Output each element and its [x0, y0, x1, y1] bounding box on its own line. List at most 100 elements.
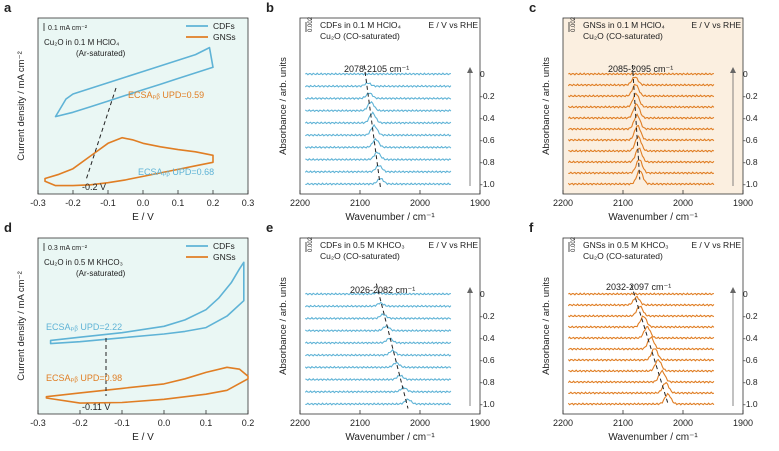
wavenumber-range-label: 2032-2097 cm⁻¹: [606, 282, 671, 292]
ir-spectrum-trace: [567, 170, 715, 186]
potential-label: -0.6: [743, 135, 758, 145]
panel-label: a: [4, 0, 12, 15]
potential-label: -0.2: [743, 311, 758, 321]
header-line-1: CDFs in 0.5 M KHCO₃: [320, 240, 405, 250]
legend-label-gnss: GNSs: [213, 252, 236, 262]
ir-spectrum-trace: [305, 374, 452, 382]
potential-label: -0.8: [743, 377, 758, 387]
x-tick-label: 2100: [613, 198, 633, 208]
scale-bar-label: 0.002: [571, 16, 577, 32]
ir-spectrum-trace: [567, 103, 715, 120]
panel-d: d -0.3 -0.2 -0.1 0.0 0.1 0.2 E / V Current densi…: [4, 220, 254, 443]
potential-label: -1.0: [743, 179, 758, 189]
ir-spectrum-trace: [567, 305, 715, 318]
plot-frame: [299, 237, 481, 415]
info-line-1: Cu₂O in 0.1 M HClO₄: [44, 38, 119, 47]
ir-spectrum-trace: [568, 358, 715, 373]
wavenumber-range-label: 2085-2095 cm⁻¹: [608, 64, 673, 74]
scale-bar-label: 0.3 mA cm⁻²: [48, 245, 88, 252]
info-line-2: (Ar-saturated): [76, 269, 126, 278]
ecsa-gns-label: ECSAₚᵦ UPD=0.98: [46, 373, 122, 383]
header-line-1: GNSs in 0.5 M KHCO₃: [583, 240, 669, 250]
cv-curve-cdfs: [49, 261, 245, 345]
scale-bar-label: 0.1 mA cm⁻²: [48, 25, 88, 32]
plot-background: [38, 18, 248, 194]
ir-spectrum-trace: [568, 381, 715, 395]
cv-curve-gnss: [44, 136, 214, 187]
x-tick-label: 2100: [350, 198, 370, 208]
info-line-2: (Ar-saturated): [76, 49, 126, 58]
x-tick-label: -0.1: [100, 198, 116, 208]
potential-label: -0.2: [480, 311, 495, 321]
y-axis-label: Current density / mA cm⁻²: [16, 271, 27, 381]
potential-label: 0: [480, 69, 485, 79]
x-tick-label: 0.2: [207, 198, 220, 208]
x-tick-label: 2100: [350, 418, 370, 428]
potential-label: -1.0: [480, 179, 495, 189]
x-tick-label: 1900: [733, 418, 753, 428]
panel-f: f 2200 2100 2000 1900 Wavenumber / cm⁻¹ Absorb…: [529, 220, 758, 443]
peak-shift-guide: [375, 283, 409, 409]
potential-label: -1.0: [743, 399, 758, 409]
potential-label: -0.6: [480, 355, 495, 365]
peak-guide-line: [85, 87, 117, 181]
peak-shift-guide: [630, 284, 669, 404]
legend-label-gnss: GNSs: [213, 32, 236, 42]
header-line-2: Cu₂O (CO-saturated): [583, 31, 663, 41]
scale-bar-label: 0.002: [571, 236, 577, 252]
ir-spectrum-trace: [305, 178, 452, 186]
ir-spectrum-trace: [567, 325, 715, 340]
header-line-2: Cu₂O (CO-saturated): [320, 251, 400, 261]
x-tick-label: 2200: [553, 198, 573, 208]
panel-label: c: [529, 0, 536, 15]
potential-label: -0.8: [480, 157, 495, 167]
potential-label: -0.2: [743, 91, 758, 101]
panel-a: a -0.3 -0.2 -0.1 0.0 0.1 0.2 0.3 E / V Current de…: [4, 0, 254, 223]
panel-c: c 2200 2100 2000 1900 Wavenumber / cm⁻¹ Absorb…: [529, 0, 758, 223]
potential-arrow-head: [730, 287, 736, 293]
ecsa-cdf-label: ECSAₚᵦ UPD=0.68: [138, 167, 214, 177]
x-tick-label: 0.2: [242, 418, 255, 428]
y-axis-label: Absorbance / arb. units: [541, 277, 552, 375]
x-tick-label: -0.2: [72, 418, 88, 428]
panel-label: b: [266, 0, 274, 15]
legend-label-cdfs: CDFs: [213, 241, 235, 251]
potential-label: -0.4: [480, 333, 495, 343]
x-tick-label: 2000: [673, 198, 693, 208]
header-line-1: GNSs in 0.1 M HClO₄: [583, 20, 665, 30]
potential-arrow-head: [467, 67, 473, 73]
y-axis-label: Current density / mA cm⁻²: [16, 51, 27, 161]
potential-label: -0.8: [480, 377, 495, 387]
ir-spectrum-trace: [304, 111, 452, 125]
potential-header: E / V vs RHE: [428, 240, 478, 250]
header-line-1: CDFs in 0.1 M HClO₄: [320, 20, 401, 30]
x-axis-label: Wavenumber / cm⁻¹: [608, 212, 698, 223]
ir-spectrum-trace: [567, 369, 715, 384]
x-tick-label: 2000: [673, 418, 693, 428]
ir-spectrum-trace: [305, 291, 452, 296]
ir-spectrum-trace: [567, 92, 715, 109]
panel-b: b 2200 2100 2000 1900 Wavenumber / cm⁻¹ Absorb…: [266, 0, 495, 223]
peak-potential-label: -0.11 V: [82, 402, 110, 412]
x-tick-label: 2000: [410, 198, 430, 208]
ir-spectrum-trace: [304, 325, 452, 333]
ir-spectrum-trace: [304, 137, 452, 149]
x-tick-label: -0.3: [30, 198, 46, 208]
ir-spectrum-trace: [568, 335, 715, 351]
x-tick-label: 0.1: [200, 418, 213, 428]
panel-e: e 2200 2100 2000 1900 Wavenumber / cm⁻¹ Absorb…: [266, 220, 495, 443]
ir-spectrum-trace: [305, 151, 452, 162]
potential-label: 0: [743, 289, 748, 299]
ir-spectrum-trace: [305, 72, 452, 76]
x-tick-label: 0.1: [172, 198, 185, 208]
ir-spectrum-trace: [305, 348, 452, 357]
x-tick-label: 2100: [613, 418, 633, 428]
y-axis-label: Absorbance / arb. units: [541, 57, 552, 155]
potential-label: -1.0: [480, 399, 495, 409]
ecsa-cdf-label: ECSAₚᵦ UPD=2.22: [46, 322, 122, 332]
wavenumber-range-label: 2078-2105 cm⁻¹: [344, 64, 409, 74]
peak-potential-label: -0.2 V: [82, 182, 106, 192]
potential-label: 0: [743, 69, 748, 79]
potential-label: -0.6: [480, 135, 495, 145]
